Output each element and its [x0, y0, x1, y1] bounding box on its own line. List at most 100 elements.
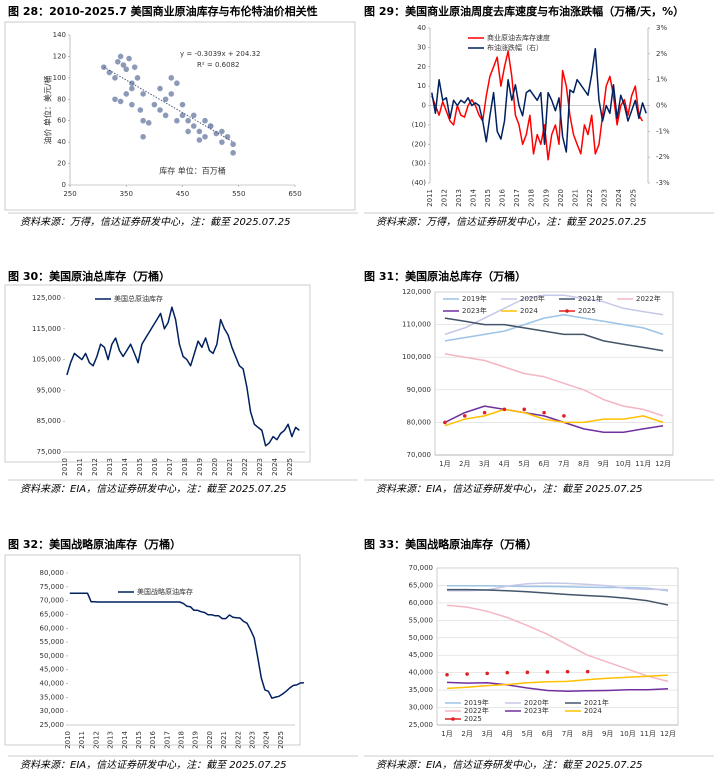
series-line [444, 408, 664, 427]
y-tick-label: 0 [422, 102, 426, 110]
x-tick-label: 12月 [660, 730, 676, 738]
figure-title: 图 32：美国战略原油库存（万桶） [8, 537, 181, 551]
x-tick-label: 650 [288, 190, 301, 198]
x-tick-label: 2018 [178, 731, 186, 749]
x-tick-label: 2017 [166, 458, 174, 476]
x-tick-label: 11月 [640, 730, 656, 738]
scatter-point [190, 123, 197, 129]
x-tick-label: 2015 [484, 189, 492, 207]
x-tick-label: 2015 [136, 458, 144, 476]
legend-label: 2020年 [520, 294, 545, 303]
x-tick-label: 2010 [64, 731, 72, 749]
legend-label: 2023年 [462, 306, 487, 315]
x-tick-label: 2023 [248, 731, 256, 749]
plot-frame [4, 21, 356, 211]
data-dot [562, 414, 566, 418]
y-tick-label: 70,000 [407, 451, 432, 459]
series-line [446, 674, 669, 690]
x-axis-label: 库存 单位：百万桶 [159, 166, 226, 176]
x-tick-label: 2019 [192, 731, 200, 749]
x-tick-label: 6月 [542, 730, 553, 738]
y-tick-label: 85,000 [37, 417, 62, 425]
series-line [447, 588, 669, 606]
scatter-point [190, 112, 197, 119]
x-tick-label: 2024 [615, 188, 623, 206]
y-tick-label: 120,000 [402, 288, 431, 296]
x-tick-label: 2024 [271, 457, 279, 475]
scatter-point [157, 107, 163, 113]
x-tick-label: 2019 [196, 458, 204, 476]
scatter-point [174, 117, 180, 124]
source-note: 资料来源：EIA，信达证券研发中心，注：截至 2025.07.25 [20, 759, 287, 771]
x-tick-label: 2011 [426, 189, 434, 207]
x-tick-label: 2021 [226, 458, 234, 476]
legend-label: 2023年 [524, 706, 549, 715]
x-tick-label: 9月 [602, 730, 613, 738]
x-tick-label: 2022 [586, 189, 594, 207]
y-tick-label: (30) [412, 160, 427, 168]
y-tick-label: 65,000 [409, 581, 434, 589]
x-tick-label: 2013 [107, 731, 115, 749]
scatter-point [120, 62, 127, 68]
y-tick-label: 140 [53, 31, 66, 39]
y-tick-label: 70,000 [40, 597, 65, 605]
scatter-point [230, 150, 236, 156]
source-note: 资料来源：EIA，信达证券研发中心，注：截至 2025.07.25 [20, 483, 287, 495]
x-tick-label: 2017 [513, 189, 521, 207]
scatter-point [115, 58, 121, 65]
x-tick-label: 5月 [522, 730, 533, 738]
x-tick-label: 2010 [61, 458, 69, 476]
scatter-point [123, 91, 130, 97]
x-tick-label: 350 [120, 190, 133, 198]
scatter-point [230, 141, 236, 148]
x-tick-label: 12月 [655, 460, 671, 468]
series-line [431, 50, 644, 161]
series-line [66, 306, 300, 447]
y2-tick-label: 3% [656, 24, 667, 32]
series-line [444, 317, 664, 352]
scatter-point [179, 112, 186, 119]
y-tick-label: 25,000 [409, 721, 434, 729]
y-tick-label: (20) [412, 140, 427, 148]
y-tick-label: 20 [57, 160, 66, 168]
y-axis-label: 油价 单位：美元/桶 [43, 75, 53, 144]
scatter-point [129, 80, 135, 87]
x-tick-label: 2025 [286, 458, 294, 476]
legend-label: 2022年 [464, 706, 489, 715]
y-tick-label: 55,000 [40, 638, 65, 646]
x-tick-label: 2019 [542, 189, 550, 207]
scatter-point [112, 75, 118, 81]
data-dot [565, 669, 570, 674]
x-tick-label: 5月 [519, 460, 530, 468]
data-dot [545, 670, 550, 674]
plot-frame [4, 554, 301, 746]
scatter-point [168, 75, 175, 81]
x-tick-label: 2023 [256, 458, 264, 476]
series-line [444, 353, 664, 417]
series-line [446, 604, 669, 683]
data-dot [462, 414, 467, 418]
scatter-point [168, 91, 175, 97]
series-line [444, 314, 664, 342]
y-tick-label: 50,000 [40, 652, 65, 660]
y-tick-label: 70,000 [409, 564, 434, 572]
y-tick-label: 30,000 [409, 704, 434, 712]
y-tick-label: 55,000 [409, 616, 434, 624]
x-tick-label: 2013 [106, 458, 114, 476]
x-tick-label: 6月 [538, 460, 549, 468]
source-note: 资料来源：EIA，信达证券研发中心，注：截至 2025.07.25 [376, 759, 643, 771]
x-tick-label: 2015 [135, 731, 143, 749]
y-tick-label: 0 [62, 181, 66, 189]
y-tick-label: 90,000 [407, 386, 432, 394]
legend-label: 2024 [584, 707, 602, 715]
x-tick-label: 7月 [562, 730, 573, 738]
x-tick-label: 2021 [571, 189, 579, 207]
y-tick-label: 75,000 [40, 583, 65, 591]
x-tick-label: 2月 [459, 460, 470, 468]
x-tick-label: 2016 [151, 457, 159, 475]
y-tick-label: 50,000 [409, 634, 434, 642]
y-tick-label: 125,000 [32, 294, 61, 302]
y-tick-label: (10) [412, 121, 427, 129]
figure-title: 图 30：美国原油总库存（万桶） [8, 269, 170, 283]
y-tick-label: 45,000 [40, 666, 65, 674]
